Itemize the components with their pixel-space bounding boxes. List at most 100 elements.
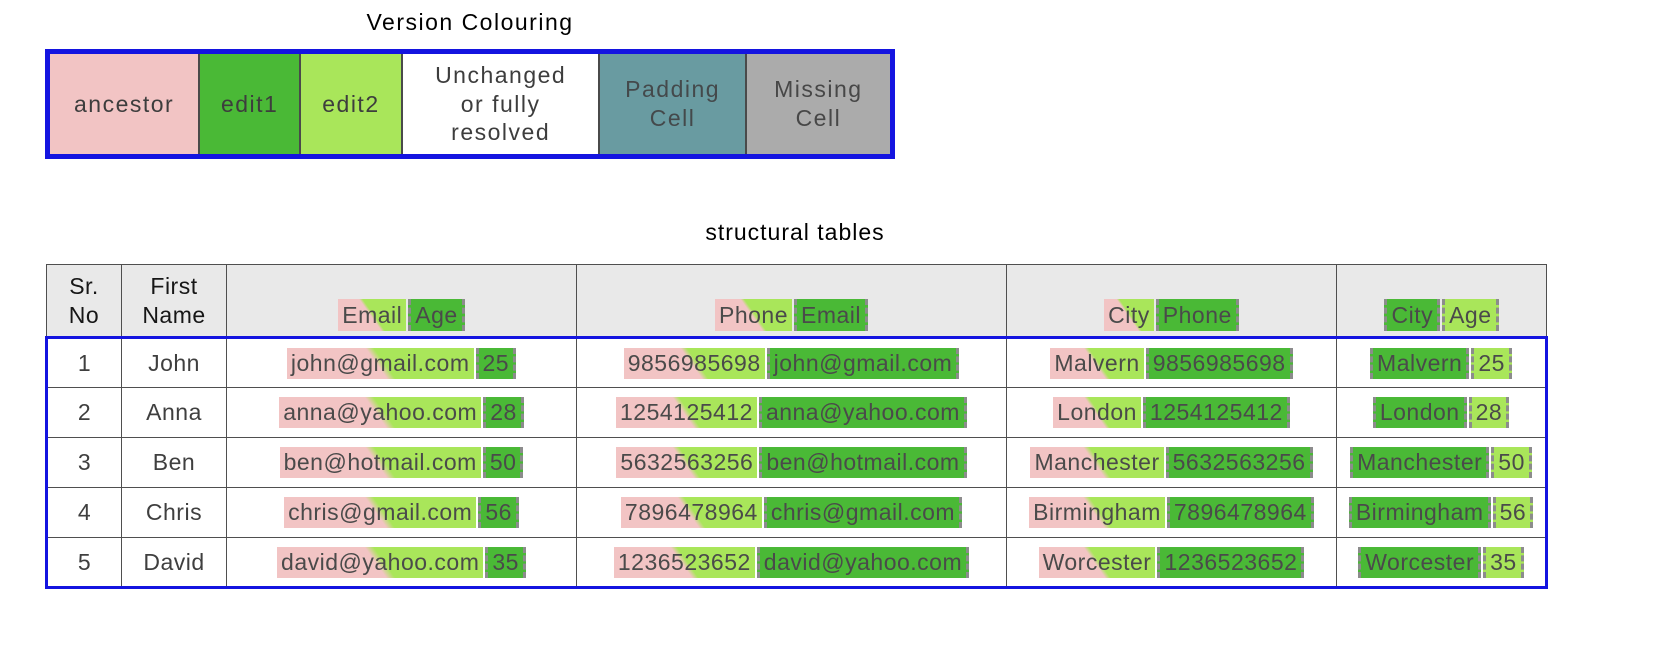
chip-edit2: 25 (1471, 347, 1512, 379)
legend-cell-unchanged: Unchanged or fully resolved (400, 54, 599, 154)
chip-ancestor-edit2: 9856985698 (623, 347, 765, 379)
cell-first-name: John (121, 337, 227, 388)
cell-email-age: chris@gmail.com 56 (226, 487, 577, 538)
cell-city-phone: London 1254125412 (1006, 387, 1337, 438)
header-city-phone: City Phone (1006, 264, 1337, 338)
structural-table-body: 1 John john@gmail.com 25 9856985698 john@g… (46, 337, 1547, 588)
chip-ancestor-edit2: john@gmail.com (286, 347, 474, 379)
chip-ancestor-edit2: 1236523652 (613, 546, 755, 578)
cell-email-age: anna@yahoo.com 28 (226, 387, 577, 438)
chip-ancestor-edit2: Worcester (1038, 546, 1156, 578)
cell-city-age: Birmingham 56 (1336, 487, 1547, 538)
cell-city-age: Worcester 35 (1336, 537, 1547, 588)
chip-ancestor-edit2: London (1053, 397, 1141, 428)
table-row: 5 David david@yahoo.com 35 1236523652 davi… (46, 537, 1547, 588)
chip-edit2: 35 (1483, 546, 1524, 578)
version-colouring-section: Version Colouring ancestor edit1 edit2 U… (45, 0, 895, 159)
cell-sr: 2 (46, 387, 122, 438)
chip-edit1: david@yahoo.com (756, 546, 970, 578)
header-first-name: First Name (121, 264, 227, 338)
legend-label-missing: Missing Cell (774, 76, 863, 131)
cell-phone-email: 1254125412 anna@yahoo.com (576, 387, 1007, 438)
legend-label-ancestor: ancestor (74, 90, 175, 117)
header-sr-no: Sr. No (46, 264, 122, 338)
chip-edit1: ben@hotmail.com (759, 447, 967, 478)
cell-city-age: London 28 (1336, 387, 1547, 438)
structural-table: Sr. No First Name Email Age Phone Email Ci… (45, 264, 1548, 589)
chip-ancestor-edit2: 7896478964 (620, 497, 762, 528)
cell-phone-email: 9856985698 john@gmail.com (576, 337, 1007, 388)
table-row: 1 John john@gmail.com 25 9856985698 john@g… (46, 337, 1547, 388)
cell-city-age: Manchester 50 (1336, 437, 1547, 488)
chip-ancestor-edit2: ben@hotmail.com (279, 447, 481, 478)
chip-ancestor-edit2: david@yahoo.com (277, 546, 484, 578)
chip-edit1: 9856985698 (1145, 347, 1293, 379)
legend-label-padding: Padding Cell (625, 76, 721, 131)
chip-ancestor-edit2: Manchester (1030, 447, 1164, 478)
cell-city-phone: Birmingham 7896478964 (1006, 487, 1337, 538)
table-row: 3 Ben ben@hotmail.com 50 5632563256 ben@ho… (46, 437, 1547, 488)
chip-edit1: Malvern (1370, 347, 1470, 379)
cell-sr: 1 (46, 337, 122, 388)
cell-first-name: David (121, 537, 227, 588)
chip-edit1: 5632563256 (1165, 447, 1313, 478)
cell-first-name: Ben (121, 437, 227, 488)
header-chip-email2: Email (794, 298, 869, 332)
chip-edit1: 50 (482, 447, 524, 478)
legend-label-edit1: edit1 (220, 90, 279, 117)
chip-edit1: chris@gmail.com (763, 497, 963, 528)
header-email-age: Email Age (226, 264, 577, 338)
chip-edit1: 1254125412 (1142, 397, 1290, 428)
cell-first-name: Chris (121, 487, 227, 538)
chip-edit1: Manchester (1350, 447, 1490, 478)
legend-cell-missing: Missing Cell (744, 54, 891, 154)
chip-edit1: john@gmail.com (766, 347, 960, 379)
chip-edit1: London (1372, 397, 1467, 428)
chip-edit1: 25 (475, 347, 517, 379)
header-chip-age2: Age (1442, 298, 1499, 332)
legend-cell-edit1: edit1 (198, 54, 300, 154)
cell-email-age: ben@hotmail.com 50 (226, 437, 577, 488)
header-chip-phone2: Phone (1155, 298, 1239, 332)
cell-email-age: david@yahoo.com 35 (226, 537, 577, 588)
legend-cell-edit2: edit2 (299, 54, 401, 154)
header-chip-age: Age (408, 298, 465, 332)
chip-edit1: Worcester (1358, 546, 1482, 578)
cell-phone-email: 7896478964 chris@gmail.com (576, 487, 1007, 538)
chip-edit2: 56 (1492, 497, 1534, 528)
chip-edit1: 1236523652 (1157, 546, 1305, 578)
chip-edit1: 56 (478, 497, 519, 528)
cell-sr: 4 (46, 487, 122, 538)
legend-label-edit2: edit2 (322, 90, 380, 117)
cell-phone-email: 1236523652 david@yahoo.com (576, 537, 1007, 588)
chip-edit1: 7896478964 (1166, 497, 1314, 528)
cell-first-name: Anna (121, 387, 227, 438)
chip-ancestor-edit2: 1254125412 (616, 397, 757, 428)
chip-ancestor-edit2: anna@yahoo.com (279, 397, 482, 428)
cell-city-age: Malvern 25 (1336, 337, 1547, 388)
cell-sr: 3 (46, 437, 122, 488)
cell-city-phone: Worcester 1236523652 (1006, 537, 1337, 588)
chip-edit2: 28 (1468, 397, 1510, 428)
cell-email-age: john@gmail.com 25 (226, 337, 577, 388)
chip-edit1: anna@yahoo.com (758, 397, 967, 428)
legend-title: Version Colouring (366, 9, 574, 35)
chip-ancestor-edit2: 5632563256 (616, 447, 758, 478)
header-row: Sr. No First Name Email Age Phone Email Ci… (46, 264, 1547, 338)
header-chip-phone: Phone (714, 298, 792, 332)
header-city-age: City Age (1336, 264, 1547, 338)
legend-cell-padding: Padding Cell (598, 54, 745, 154)
legend-cell-ancestor: ancestor (50, 54, 199, 154)
chip-ancestor-edit2: chris@gmail.com (284, 497, 477, 528)
cell-sr: 5 (46, 537, 122, 588)
structural-tables-section: structural tables Sr. No First Name Emai… (0, 219, 1662, 589)
chip-edit2: 50 (1491, 447, 1532, 478)
header-chip-email: Email (338, 298, 407, 332)
cell-city-phone: Malvern 9856985698 (1006, 337, 1337, 388)
cell-city-phone: Manchester 5632563256 (1006, 437, 1337, 488)
chip-edit1: 35 (485, 546, 526, 578)
structural-tables-title: structural tables (705, 219, 885, 245)
chip-edit1: 28 (483, 397, 524, 428)
chip-ancestor-edit2: Birmingham (1029, 497, 1165, 528)
